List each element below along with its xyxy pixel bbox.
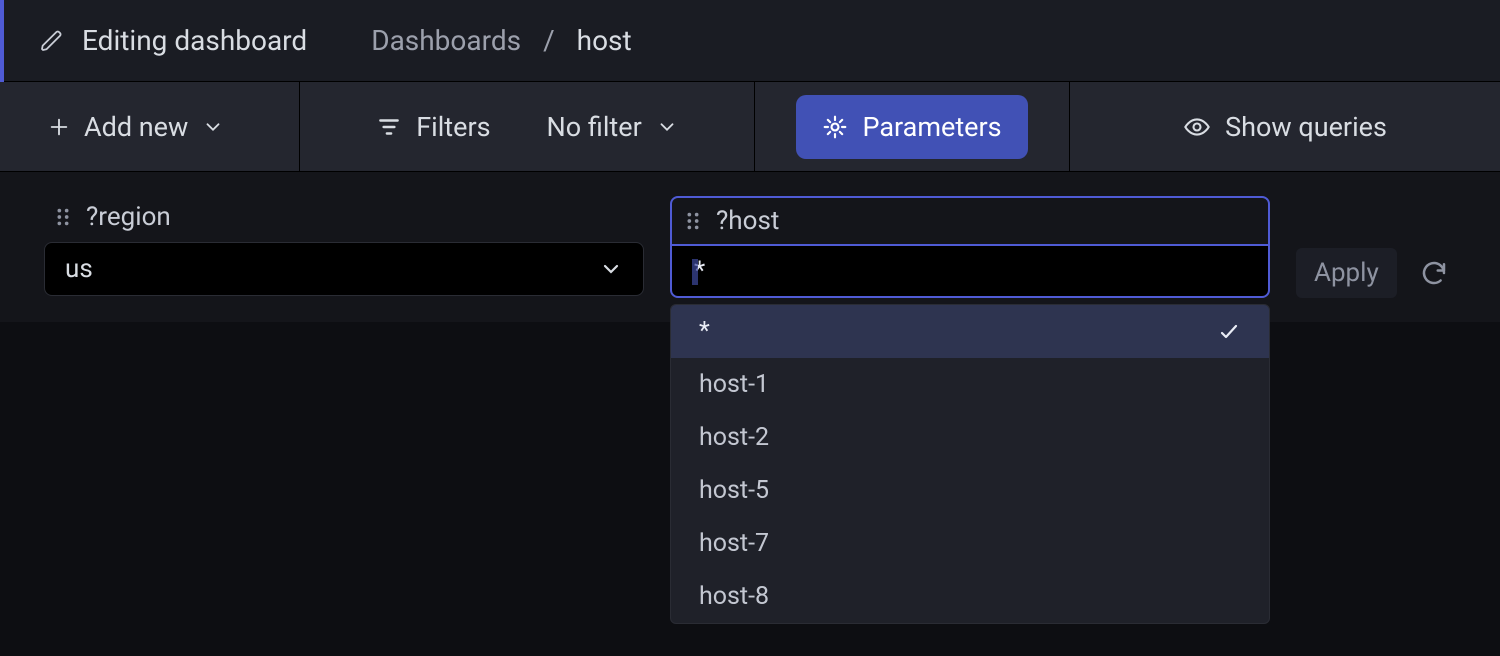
editing-label: Editing dashboard (82, 24, 307, 57)
filters-button[interactable]: Filters (376, 111, 490, 143)
breadcrumb: Dashboards / host (371, 24, 631, 57)
parameters-label: Parameters (862, 111, 1001, 143)
param-host: ?host * * host-1 host-2 host-5 host-7 h (670, 196, 1270, 298)
chevron-down-icon (599, 257, 623, 281)
editing-title: Editing dashboard (40, 24, 307, 57)
param-host-label: ?host (716, 206, 779, 236)
dropdown-option[interactable]: host-5 (671, 464, 1269, 517)
breadcrumb-current[interactable]: host (577, 24, 632, 57)
dropdown-option-label: * (699, 317, 710, 346)
apply-button[interactable]: Apply (1296, 248, 1397, 298)
chevron-down-icon (656, 116, 678, 138)
breadcrumb-sep: / (543, 24, 555, 57)
pencil-icon (40, 29, 64, 53)
show-queries-label: Show queries (1225, 111, 1387, 143)
chevron-down-icon (202, 116, 224, 138)
param-region-label: ?region (86, 202, 171, 232)
param-host-input[interactable]: * (670, 244, 1270, 298)
add-new-label: Add new (84, 111, 188, 143)
param-region-value: us (65, 254, 93, 284)
parameters-cell: Parameters (755, 82, 1070, 171)
header: Editing dashboard Dashboards / host (0, 0, 1500, 82)
dropdown-option[interactable]: host-8 (671, 570, 1269, 623)
plus-icon (48, 116, 70, 138)
check-icon (1217, 320, 1241, 344)
eye-icon (1183, 113, 1211, 141)
param-region-select[interactable]: us (44, 242, 644, 296)
param-host-header[interactable]: ?host (670, 196, 1270, 244)
parameters-area: ?region us ?host * * host-1 host-2 (0, 172, 1500, 322)
dropdown-option-label: host-8 (699, 582, 769, 611)
dropdown-option[interactable]: host-1 (671, 358, 1269, 411)
param-host-value: * (692, 256, 707, 286)
show-queries-button[interactable]: Show queries (1070, 82, 1500, 171)
add-new-button[interactable]: Add new (0, 82, 300, 171)
param-region-header[interactable]: ?region (44, 196, 644, 242)
dropdown-option-label: host-2 (699, 423, 769, 452)
no-filter-label: No filter (547, 111, 642, 143)
param-region: ?region us (44, 196, 644, 296)
apply-label: Apply (1314, 258, 1379, 288)
filter-icon (376, 114, 402, 140)
gear-icon (822, 114, 848, 140)
toolbar: Add new Filters No filter Parameters Sho… (0, 82, 1500, 172)
dropdown-option-label: host-1 (699, 370, 769, 399)
no-filter-dropdown[interactable]: No filter (547, 111, 678, 143)
parameters-button[interactable]: Parameters (796, 95, 1027, 159)
dropdown-option[interactable]: host-7 (671, 517, 1269, 570)
breadcrumb-root[interactable]: Dashboards (371, 24, 521, 57)
param-actions: Apply (1296, 248, 1449, 298)
filters-label: Filters (416, 111, 490, 143)
drag-handle-icon[interactable] (684, 210, 702, 232)
dropdown-option[interactable]: host-2 (671, 411, 1269, 464)
dropdown-option[interactable]: * (671, 305, 1269, 358)
param-host-dropdown: * host-1 host-2 host-5 host-7 host-8 (670, 304, 1270, 624)
header-accent-bar (0, 0, 4, 82)
dropdown-option-label: host-5 (699, 476, 769, 505)
filters-cell: Filters No filter (300, 82, 755, 171)
drag-handle-icon[interactable] (54, 206, 72, 228)
dropdown-option-label: host-7 (699, 529, 769, 558)
refresh-icon[interactable] (1419, 258, 1449, 288)
